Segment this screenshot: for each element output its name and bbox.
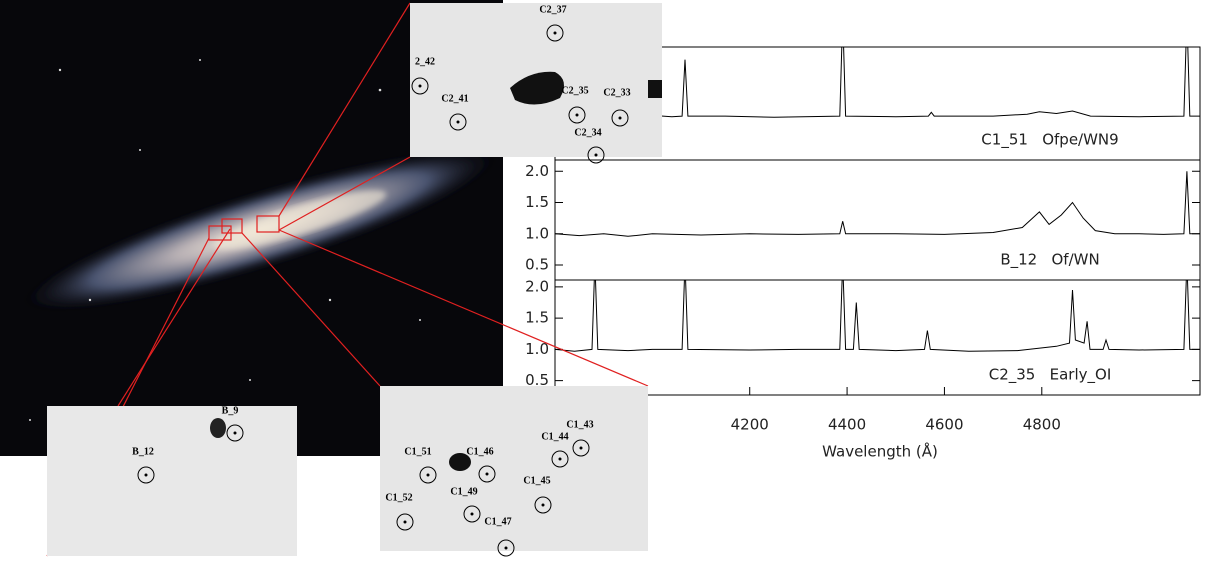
- inset-top: [410, 3, 662, 157]
- star-marker: [478, 465, 496, 483]
- star-marker: [411, 77, 429, 95]
- star-label: C1_43: [566, 419, 593, 430]
- star-dot: [541, 503, 545, 507]
- star-dot: [594, 153, 598, 157]
- star-label: C1_47: [484, 516, 511, 527]
- inset-bottom-middle: [380, 386, 648, 551]
- star-marker: [568, 106, 586, 124]
- star-dot: [233, 431, 237, 435]
- x-tick-label: 4600: [925, 416, 963, 434]
- star-label: C2_41: [441, 93, 468, 104]
- star-dot: [418, 84, 422, 88]
- x-tick-label: 4800: [1023, 416, 1061, 434]
- star-label: C1_46: [466, 446, 493, 457]
- y-tick-label: 2.0: [525, 277, 549, 295]
- y-tick-label: 1.0: [525, 224, 549, 242]
- star-label: B_9: [222, 405, 239, 416]
- spectra: C1_51 Ofpe/WN9 2.0 1.5 1.0 0.5 B_12 Of/WN 2.0 1…: [525, 46, 1201, 461]
- spectrum-label: C1_51 Ofpe/WN9: [981, 131, 1118, 150]
- star-label: 2_42: [415, 56, 435, 67]
- star-label: C1_51: [404, 446, 431, 457]
- spectrum-label: C2_35 Early_OI: [989, 366, 1112, 385]
- star-marker: [551, 450, 569, 468]
- star-dot: [456, 120, 460, 124]
- star-label: C1_44: [541, 431, 568, 442]
- star-label: B_12: [132, 446, 154, 457]
- galaxy-image: [0, 0, 649, 557]
- star-marker: [137, 466, 155, 484]
- x-axis-label: Wavelength (Å): [822, 442, 938, 461]
- star-marker: [449, 113, 467, 131]
- star-dot: [144, 473, 148, 477]
- star-dot: [470, 512, 474, 516]
- panel-frame: [554, 279, 1201, 396]
- star-label: C2_34: [574, 127, 601, 138]
- star-marker: [611, 109, 629, 127]
- star-label: C2_35: [561, 85, 588, 96]
- star-marker: [587, 146, 605, 164]
- x-tick-label: 4200: [731, 416, 769, 434]
- star-label: C1_45: [523, 475, 550, 486]
- star-label: C1_52: [385, 492, 412, 503]
- star-marker: [419, 466, 437, 484]
- star-dot: [558, 457, 562, 461]
- y-tick-label: 0.5: [525, 256, 549, 274]
- spectrum: [555, 171, 1200, 237]
- star-label: C2_37: [539, 4, 566, 15]
- star-marker: [534, 496, 552, 514]
- y-tick-label: 1.0: [525, 340, 549, 358]
- star-marker: [396, 513, 414, 531]
- spectrum: [555, 47, 1200, 118]
- star-dot: [485, 472, 489, 476]
- star-dot: [426, 473, 430, 477]
- star-dot: [553, 31, 557, 35]
- spectrum: [555, 280, 1200, 352]
- inset-bottom-left: [47, 406, 297, 556]
- y-tick-label: 0.5: [525, 371, 549, 389]
- star-dot: [504, 546, 508, 550]
- inset-labels: C2_37 2_42 C2_41 C2_35 C2_33 C2_34 B_9 B_12 C1_4…: [132, 4, 631, 557]
- star-marker: [572, 439, 590, 457]
- spectrum-label: B_12 Of/WN: [1000, 251, 1099, 270]
- star-label: C1_49: [450, 486, 477, 497]
- star-marker: [463, 505, 481, 523]
- x-tick-label: 4400: [828, 416, 866, 434]
- star-marker: [226, 424, 244, 442]
- star-marker: [497, 539, 515, 557]
- star-label: C2_33: [603, 87, 630, 98]
- y-tick-label: 1.5: [525, 193, 549, 211]
- star-dot: [579, 446, 583, 450]
- y-tick-label: 2.0: [525, 162, 549, 180]
- y-tick-label: 1.5: [525, 309, 549, 327]
- star-dot: [403, 520, 407, 524]
- star-marker: [546, 24, 564, 42]
- panel-frame: [554, 159, 1201, 281]
- star-dot: [618, 116, 622, 120]
- star-dot: [575, 113, 579, 117]
